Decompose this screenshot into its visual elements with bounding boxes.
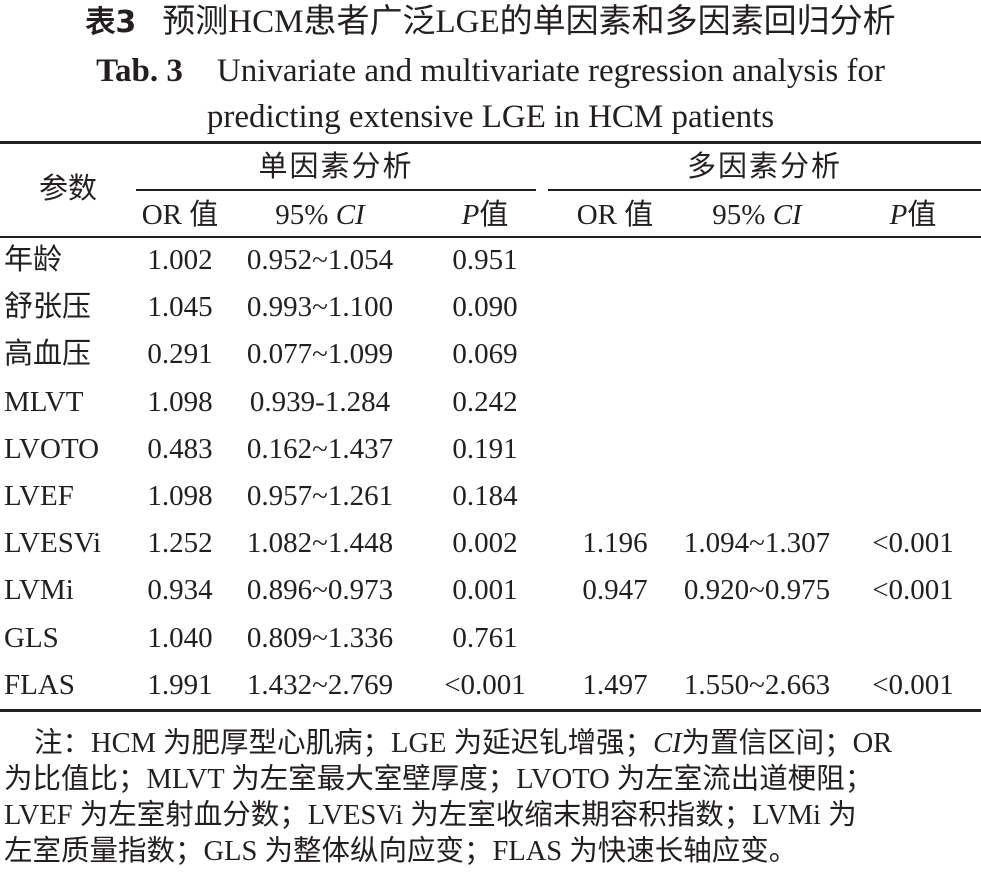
uni-p-cell: 0.002 [452,527,518,560]
multi-or-cell: 1.497 [582,668,648,701]
uni-or-cell: 1.991 [147,668,213,701]
uni-ci-cell: 0.939-1.284 [249,385,391,418]
table-caption-en: Tab. 3 Univariate and multivariate regres… [0,48,981,140]
param-cell: LVEF [4,480,74,512]
param-cell: LVOTO [4,432,100,465]
uni-p-cell: 0.761 [452,621,518,654]
table-top-rule [0,141,981,144]
multi-group-rule [548,189,981,191]
uni-p-cell: 0.069 [452,338,518,371]
uni-or-cell: 1.098 [147,480,213,512]
uni-ci-cell: 0.162~1.437 [246,432,394,465]
multi-ci-cell: 1.094~1.307 [683,527,831,560]
uni-p-cell: 0.191 [452,432,518,465]
param-cell: GLS [4,621,59,654]
param-cell: 舒张压 [4,291,92,324]
table-title-en-line2: predicting extensive LGE in HCM patients [206,99,775,135]
table-title-en-line1: Univariate and multivariate regression a… [216,53,885,89]
multi-ci-cell: 1.550~2.663 [683,668,831,701]
multi-p-cell: <0.001 [872,527,954,560]
table-caption-cn: 表3 预测HCM患者广泛LGE的单因素和多因素回归分析 [0,2,981,43]
uni-p-cell: 0.242 [452,385,518,418]
uni-or-cell: 1.040 [147,621,213,654]
uni-or-header: OR 值 [141,199,219,231]
uni-ci-cell: 0.993~1.100 [246,291,394,324]
param-cell: LVMi [4,574,74,607]
param-cell: 高血压 [4,338,92,371]
uni-or-cell: 1.045 [147,291,213,324]
uni-or-cell: 0.291 [147,338,213,371]
uni-group-rule [136,189,536,191]
uni-or-cell: 1.002 [147,244,213,276]
uni-p-cell: 0.184 [452,480,518,512]
table-label-cn: 表3 [85,5,137,40]
footnote-line-2: 为比值比；MLVT 为左室最大室壁厚度；LVOTO 为左室流出道梗阻； [4,764,874,795]
uni-p-cell: 0.951 [452,244,518,276]
multi-group-header: 多因素分析 [686,151,842,183]
param-cell: 年龄 [4,244,63,276]
uni-ci-cell: 0.957~1.261 [246,480,394,512]
uni-ci-cell: 1.432~2.769 [246,668,394,701]
table-title-cn: 预测HCM患者广泛LGE的单因素和多因素回归分析 [162,4,896,40]
param-cell: LVESVi [4,527,102,560]
uni-or-cell: 0.483 [147,432,213,465]
footnote-line-1: 注：HCM 为肥厚型心肌病；LGE 为延迟钆增强；CI为置信区间；OR [34,728,893,759]
table-label-en: Tab. 3 [96,53,183,89]
param-header: 参数 [38,173,97,205]
footnote-line-3: LVEF 为左室射血分数；LVESVi 为左室收缩末期容积指数；LVMi 为 [4,800,857,831]
param-cell: FLAS [4,668,75,701]
uni-ci-cell: 0.077~1.099 [246,338,394,371]
uni-ci-cell: 0.952~1.054 [246,244,394,276]
uni-or-cell: 0.934 [147,574,213,607]
uni-ci-cell: 0.809~1.336 [246,621,394,654]
uni-p-cell: 0.001 [452,574,518,607]
uni-p-cell: <0.001 [444,668,526,701]
multi-p-cell: <0.001 [872,574,954,607]
uni-or-cell: 1.098 [147,385,213,418]
multi-p-header: P值 [889,199,937,231]
multi-or-header: OR 值 [576,199,654,231]
uni-p-cell: 0.090 [452,291,518,324]
multi-or-cell: 1.196 [582,527,648,560]
header-bottom-rule [0,236,981,238]
uni-or-cell: 1.252 [147,527,213,560]
uni-group-header: 单因素分析 [258,151,414,183]
uni-ci-cell: 0.896~0.973 [246,574,394,607]
footnote-line-4: 左室质量指数；GLS 为整体纵向应变；FLAS 为快速长轴应变。 [4,836,798,867]
uni-ci-cell: 1.082~1.448 [246,527,394,560]
table-footnote: 注：HCM 为肥厚型心肌病；LGE 为延迟钆增强；CI为置信区间；OR 为比值比… [4,726,979,870]
multi-or-cell: 0.947 [582,574,648,607]
multi-p-cell: <0.001 [872,668,954,701]
uni-ci-header: 95% CI [275,199,365,231]
multi-ci-header: 95% CI [712,199,802,231]
param-cell: MLVT [4,385,84,418]
uni-p-header: P值 [461,199,509,231]
table-bottom-rule [0,709,981,712]
multi-ci-cell: 0.920~0.975 [683,574,831,607]
